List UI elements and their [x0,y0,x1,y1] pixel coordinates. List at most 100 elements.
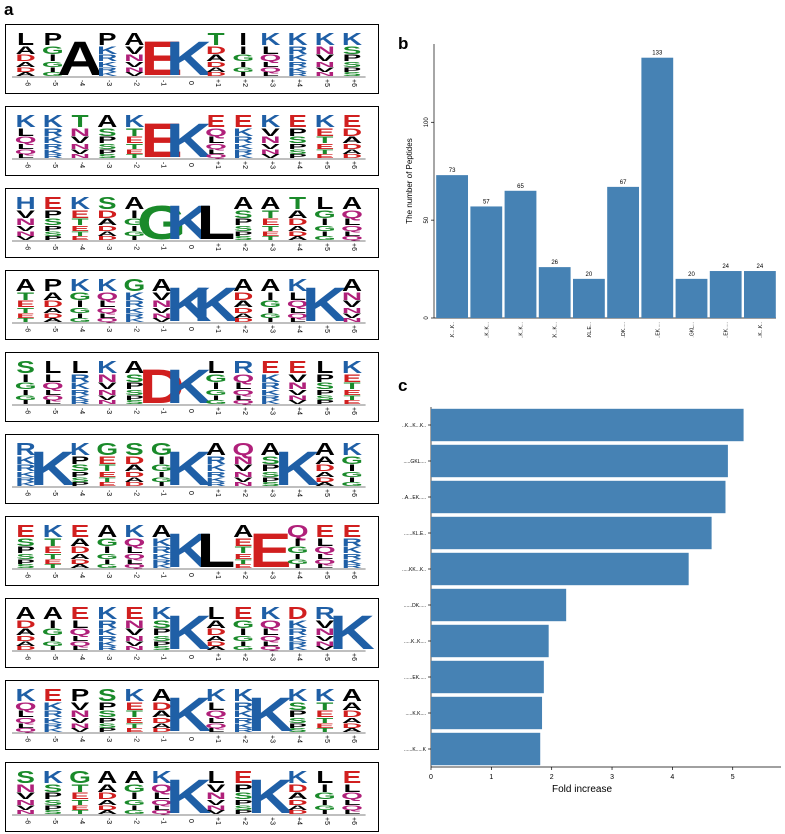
logo-position-label: -6 [24,490,31,496]
logo-letter: N [287,381,307,391]
logo-letter: D [342,126,362,139]
logo-letter: D [15,67,35,74]
logo-letter: L [126,559,143,566]
logo-position-label: +5 [323,653,330,661]
logo-letter: L [316,564,333,570]
logo-letter: E [98,454,117,467]
logo-letter: L [207,716,224,725]
y-tick-label: .....K..K.... [404,639,426,645]
bar [431,696,543,730]
logo-letter: L [197,523,235,577]
logo-letter: K [97,641,118,648]
logo-position-label: +3 [268,79,275,87]
logo-letter: P [288,709,307,719]
logo-letter: V [152,306,171,315]
logo-position-label: -2 [132,244,139,250]
logo-letter: G [124,217,146,227]
logo-letter: T [235,545,253,555]
logo-letter: K [287,634,307,643]
logo-letter: D [342,709,362,719]
logo-letter: N [206,805,226,812]
logo-letter: N [260,149,280,156]
logo-letter: P [288,723,307,730]
logo-letter: E [43,193,62,213]
logo-letter: A [315,454,335,467]
logo-letter: K [233,723,254,730]
bar-value-label: 26 [551,260,558,266]
logo-position-label: +1 [214,325,221,333]
logo-letter: N [15,217,35,227]
logo-letter: L [207,149,224,156]
logo-letter: L [289,306,306,315]
logo-letter: K [97,357,117,377]
logo-position-label: -3 [105,80,112,86]
logo-letter: P [234,798,253,807]
logo-position-label: +2 [241,817,248,825]
logo-letter: K [248,687,294,741]
logo-letter: Q [124,564,146,570]
logo-letter: S [288,700,307,713]
logo-letter: R [233,700,253,713]
logo-letter: S [125,400,144,406]
logo-position-label: -6 [24,80,31,86]
logo-position-label: +3 [268,817,275,825]
logo-position-label: 0 [187,163,194,167]
logo-position-label: -6 [24,572,31,578]
logo-letter: E [141,113,183,167]
logo-letter: V [71,728,90,734]
logo-letter: P [288,142,307,151]
logo-letter: G [69,306,91,315]
logo-letter: A [97,798,117,807]
logo-position-label: -2 [132,162,139,168]
logo-letter: T [207,29,225,49]
logo-letter: A [97,217,117,227]
logo-letter: S [261,454,280,467]
logo-letter: S [315,395,334,402]
logo-letter: T [262,236,280,242]
y-tick-label: .....K.K.... [405,711,426,717]
logo-letter: G [232,634,254,643]
logo-letter: K [70,395,91,402]
logo-letter: I [212,395,220,402]
logo-letter: S [71,463,90,473]
logo-letter: A [124,29,144,49]
logo-letter: E [249,523,291,577]
logo-position-label: -6 [24,818,31,824]
logo-letter: R [315,603,335,623]
logo-letter: N [151,299,171,309]
logo-letter: N [97,400,117,406]
logo-letter: A [15,641,36,648]
logo-letter: L [262,72,279,78]
logo-letter: P [315,388,334,397]
logo-letter: N [315,641,335,648]
logo-position-label: -4 [78,408,85,414]
panel-label-a: a [4,0,14,19]
logo-letter: K [166,113,212,167]
logo-position-label: +2 [241,489,248,497]
logo-letter: P [98,728,117,734]
logo-letter: P [98,135,117,145]
logo-letter: R [151,545,171,555]
logo-letter: R [342,536,362,549]
logo-position-label: -1 [160,326,167,332]
logo-letter: L [343,217,361,227]
logo-letter: K [166,195,212,249]
logo-letter: L [126,545,144,555]
logo-letter: I [294,552,302,561]
logo-position-label: -4 [78,572,85,578]
logo-letter: N [70,142,90,151]
logo-letter: G [124,798,146,807]
logo-letter: G [341,482,363,488]
logo-position-label: +5 [323,489,330,497]
logo-letter: I [321,782,329,795]
logo-letter: P [261,463,280,473]
logo-letter: K [70,193,90,213]
logo-position-label: -2 [132,490,139,496]
